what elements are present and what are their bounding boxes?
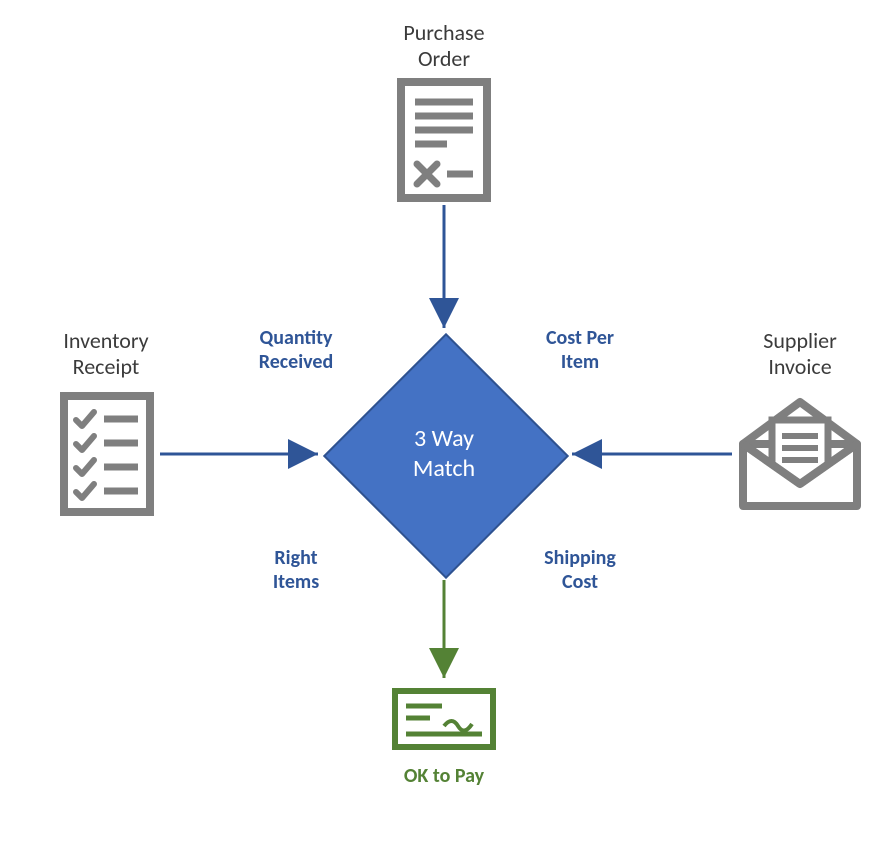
arrow-top <box>0 0 894 846</box>
diagram-canvas: 3 Way Match Purchase Order Inventory Rec… <box>0 0 894 846</box>
